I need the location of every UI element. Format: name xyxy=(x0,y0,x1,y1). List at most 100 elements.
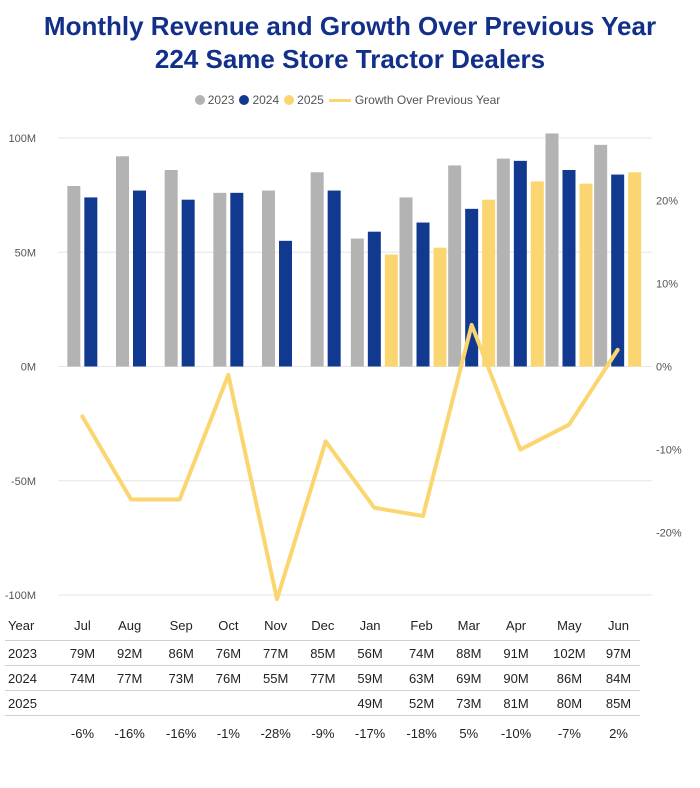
legend-item-2024[interactable]: 2024 xyxy=(239,93,279,107)
legend-marker-2025 xyxy=(284,95,295,105)
table-cell: 74M xyxy=(61,665,104,691)
bar-2025-Apr xyxy=(530,181,544,367)
table-cell: 86M xyxy=(155,640,207,666)
chart-legend: 2023 2024 2025 Growth Over Previous Year xyxy=(0,91,700,109)
bar-2023-Jun xyxy=(594,144,608,367)
growth-line xyxy=(80,322,620,602)
table-row-2023: 2023 79M 92M 86M 76M 77M 85M 56M 74M 88M… xyxy=(5,640,640,666)
bar-2023-Jan xyxy=(350,238,364,367)
table-cell: -16% xyxy=(103,715,156,750)
growth-line-series xyxy=(80,322,620,602)
legend-label-growth: Growth Over Previous Year xyxy=(354,93,501,107)
table-cell: 102M xyxy=(541,640,597,666)
legend-item-2023[interactable]: 2023 xyxy=(194,93,234,107)
table-cell: 86M xyxy=(541,665,597,691)
table-cell: -17% xyxy=(344,715,396,750)
table-cell: 55M xyxy=(249,665,302,691)
table-cell: 77M xyxy=(301,665,345,691)
table-cell: 5% xyxy=(447,715,491,750)
bar-2025-May xyxy=(579,183,593,367)
bar-2023-Feb xyxy=(399,197,413,367)
table-cell: 59M xyxy=(344,665,396,691)
table-header-cell: Jun xyxy=(608,617,629,633)
left-axis-tick-label: 50M xyxy=(15,247,36,259)
table-header-year: Year xyxy=(8,617,35,633)
table-cell: -6% xyxy=(61,715,104,750)
left-axis-tick-label: -100M xyxy=(5,590,36,602)
table-cell xyxy=(61,690,104,716)
legend-label-2025: 2025 xyxy=(297,93,324,107)
table-header-cell: Aug xyxy=(118,617,142,633)
left-axis-tick-label: -50M xyxy=(11,476,36,488)
right-axis-ticks: 20% 10% 0% -10% -20% xyxy=(656,195,682,539)
legend-marker-2024 xyxy=(239,95,250,105)
left-axis-ticks: 100M 50M 0M -50M -100M xyxy=(5,133,36,602)
bar-2025-Jun xyxy=(628,172,642,367)
right-axis-tick-label: 10% xyxy=(656,278,678,290)
bar-2024-Nov xyxy=(279,240,292,367)
table-cell: 56M xyxy=(344,640,396,666)
table-header-cell: Oct xyxy=(218,617,239,633)
table-cell xyxy=(103,690,156,716)
table-cell: -7% xyxy=(541,715,597,750)
table-cell: 73M xyxy=(155,665,207,691)
table-cell: 91M xyxy=(490,640,542,666)
table-header-row: Year Jul Aug Sep Oct Nov Dec Jan Feb Mar… xyxy=(5,610,640,641)
bar-2024-Aug xyxy=(133,190,146,367)
table-cell xyxy=(301,690,345,716)
bar-2023-May xyxy=(545,133,559,367)
table-row-2024: 2024 74M 77M 73M 76M 55M 77M 59M 63M 69M… xyxy=(5,665,640,691)
table-cell: 2% xyxy=(596,715,640,750)
bar-2024-Apr xyxy=(513,160,527,367)
bar-2023-Apr xyxy=(496,158,510,367)
table-cell: 69M xyxy=(447,665,491,691)
bar-2024-May xyxy=(562,169,576,367)
table-header-cell: Nov xyxy=(264,617,288,633)
bar-2024-Dec xyxy=(327,190,341,367)
bar-2024-Feb xyxy=(416,222,430,367)
bar-2024-Sep xyxy=(181,199,195,367)
bar-2024-Jun xyxy=(611,174,625,367)
table-header-cell: May xyxy=(557,617,582,633)
table-cell: 76M xyxy=(206,640,250,666)
legend-item-2025[interactable]: 2025 xyxy=(284,93,324,107)
table-cell xyxy=(206,690,250,716)
table-cell: 74M xyxy=(395,640,448,666)
data-table: Year Jul Aug Sep Oct Nov Dec Jan Feb Mar… xyxy=(5,610,640,750)
table-row-growth: -6% -16% -16% -1% -28% -9% -17% -18% 5% … xyxy=(5,715,640,750)
legend-item-growth[interactable]: Growth Over Previous Year xyxy=(328,93,501,107)
table-cell xyxy=(155,690,207,716)
bar-2025-Jan xyxy=(384,254,398,367)
bar-2025-Feb xyxy=(433,247,447,367)
table-row-2025: 2025 49M 52M 73M 81M 80M 85M xyxy=(5,690,640,716)
bar-series xyxy=(67,133,642,367)
table-cell: 85M xyxy=(301,640,345,666)
right-axis-tick-label: 0% xyxy=(656,362,672,374)
table-header-cell: Sep xyxy=(169,617,193,633)
table-cell: 49M xyxy=(344,690,396,716)
table-cell xyxy=(249,690,302,716)
legend-marker-growth xyxy=(328,98,351,102)
bar-2024-Oct xyxy=(230,192,244,367)
table-header-cell: Apr xyxy=(505,617,527,633)
table-header-cell: Jul xyxy=(74,617,91,633)
table-cell: 90M xyxy=(490,665,542,691)
table-cell: 84M xyxy=(596,665,640,691)
bar-2024-Mar xyxy=(465,208,479,367)
revenue-growth-chart: 100M 50M 0M -50M -100M 20% 10% 0% -10% -20% xyxy=(5,133,682,602)
bar-2023-Dec xyxy=(310,172,324,367)
bar-2023-Nov xyxy=(262,190,275,367)
table-row-label: 2025 xyxy=(5,690,61,716)
table-cell: -1% xyxy=(206,715,250,750)
legend-marker-2023 xyxy=(194,95,205,105)
table-cell: 52M xyxy=(395,690,448,716)
bar-2024-Jan xyxy=(367,231,381,367)
table-cell: 81M xyxy=(490,690,542,716)
table-cell: -18% xyxy=(395,715,448,750)
bar-2025-Mar xyxy=(482,199,496,367)
table-cell: 63M xyxy=(395,665,448,691)
table-cell: -10% xyxy=(490,715,542,750)
table-cell: 73M xyxy=(447,690,491,716)
table-row-label xyxy=(5,715,61,750)
table-cell: 97M xyxy=(596,640,640,666)
